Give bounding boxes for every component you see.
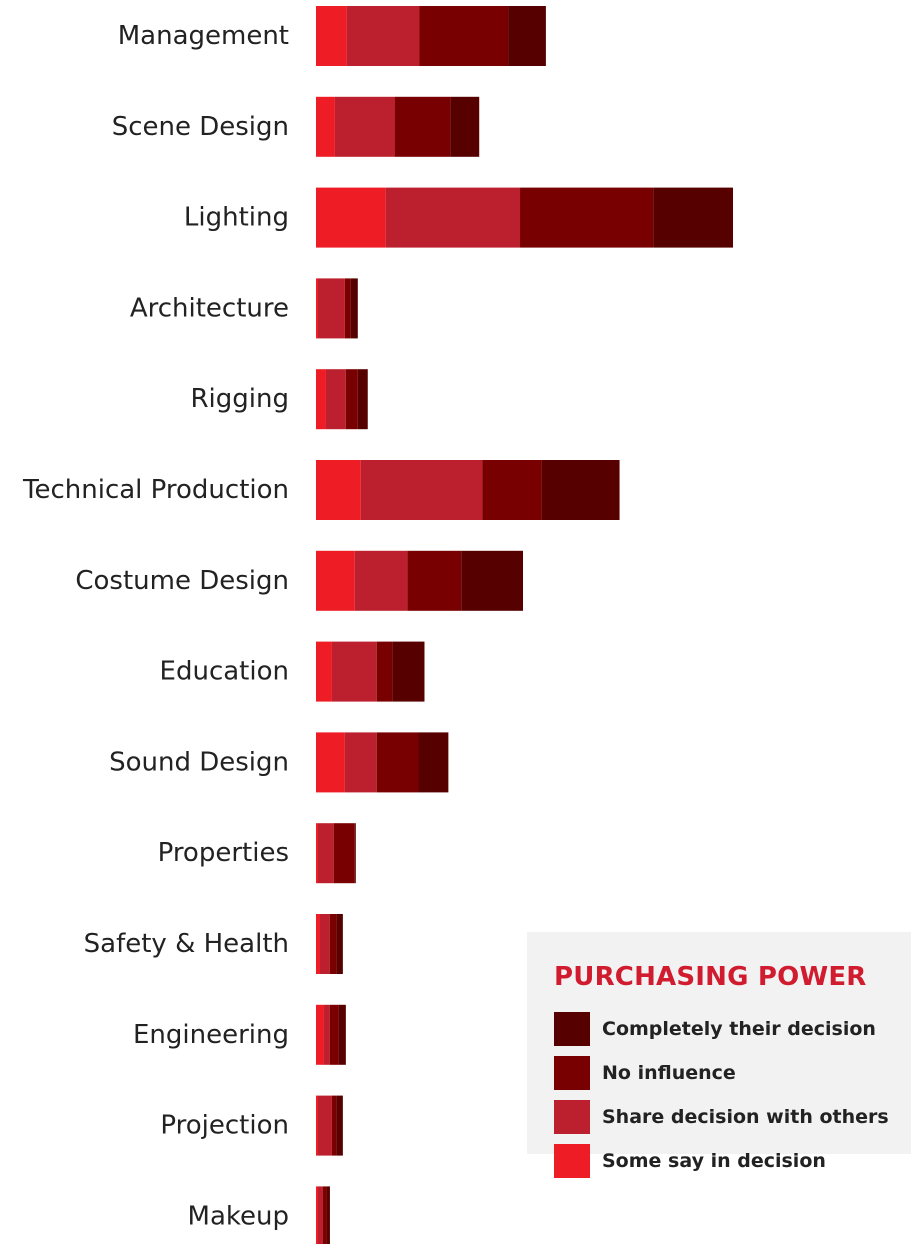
bar-technical-production-completely-their-decision xyxy=(541,460,620,520)
bar-management-share-decision-with-others xyxy=(346,6,420,66)
bar-sound-design-some-say-in-decision xyxy=(316,732,345,793)
bar-scene-design-completely-their-decision xyxy=(450,96,480,157)
bar-lighting-share-decision-with-others xyxy=(385,187,521,248)
category-label-management: Management xyxy=(118,21,289,51)
bar-engineering-completely-their-decision xyxy=(338,1004,346,1065)
legend-label: Some say in decision xyxy=(602,1150,826,1172)
bar-architecture-some-say-in-decision xyxy=(316,278,318,339)
bar-scene-design-share-decision-with-others xyxy=(334,96,395,157)
bar-safety-and-health-some-say-in-decision xyxy=(316,914,320,974)
bar-lighting-no-influence xyxy=(520,187,654,248)
bar-costume-design-completely-their-decision xyxy=(461,550,523,611)
bar-scene-design-no-influence xyxy=(394,96,451,157)
bar-education-share-decision-with-others xyxy=(331,641,377,702)
bar-segments xyxy=(316,6,734,1244)
bar-architecture-share-decision-with-others xyxy=(317,278,345,339)
bar-properties-no-influence xyxy=(333,823,355,884)
category-label-rigging: Rigging xyxy=(190,384,289,414)
bar-education-completely-their-decision xyxy=(392,641,425,702)
bar-safety-and-health-completely-their-decision xyxy=(336,914,343,974)
legend-swatch xyxy=(554,1144,590,1178)
legend-label: Completely their decision xyxy=(602,1018,876,1040)
bar-makeup-no-influence xyxy=(322,1186,327,1244)
bar-properties-some-say-in-decision xyxy=(316,823,318,884)
legend-item-share-decision-with-others: Share decision with others xyxy=(554,1100,911,1134)
bar-properties-completely-their-decision xyxy=(354,823,356,884)
bar-rigging-share-decision-with-others xyxy=(325,369,346,430)
bar-safety-and-health-no-influence xyxy=(329,914,337,974)
bar-projection-completely-their-decision xyxy=(336,1095,343,1156)
bar-makeup-some-say-in-decision xyxy=(316,1186,318,1244)
bar-engineering-no-influence xyxy=(329,1004,339,1065)
bar-projection-share-decision-with-others xyxy=(317,1095,332,1156)
category-label-sound-design: Sound Design xyxy=(109,747,289,777)
legend-swatch xyxy=(554,1012,590,1046)
bar-properties-share-decision-with-others xyxy=(317,823,334,884)
bar-education-no-influence xyxy=(376,641,393,702)
bar-sound-design-completely-their-decision xyxy=(418,732,449,793)
bar-projection-some-say-in-decision xyxy=(316,1095,318,1156)
category-label-costume-design: Costume Design xyxy=(75,566,289,596)
legend-item-completely-their-decision: Completely their decision xyxy=(554,1012,911,1046)
bar-lighting-completely-their-decision xyxy=(653,187,734,248)
category-label-properties: Properties xyxy=(158,838,289,868)
legend-item-no-influence: No influence xyxy=(554,1056,911,1090)
bar-safety-and-health-share-decision-with-others xyxy=(319,914,330,974)
category-label-makeup: Makeup xyxy=(188,1201,289,1231)
category-label-scene-design: Scene Design xyxy=(112,112,289,142)
legend-label: No influence xyxy=(602,1062,736,1084)
bar-architecture-completely-their-decision xyxy=(350,278,358,339)
category-label-engineering: Engineering xyxy=(133,1020,289,1050)
category-labels: Management Scene Design Lighting Architectu… xyxy=(22,21,289,1231)
bar-costume-design-no-influence xyxy=(407,550,462,611)
bar-costume-design-some-say-in-decision xyxy=(316,550,355,611)
bar-makeup-share-decision-with-others xyxy=(317,1186,323,1244)
legend-swatch xyxy=(554,1056,590,1090)
category-label-projection: Projection xyxy=(160,1111,289,1141)
bar-technical-production-some-say-in-decision xyxy=(316,460,361,520)
bar-management-some-say-in-decision xyxy=(316,6,347,66)
bar-lighting-some-say-in-decision xyxy=(316,187,386,248)
legend-label: Share decision with others xyxy=(602,1106,889,1128)
bar-rigging-completely-their-decision xyxy=(357,369,368,430)
bar-projection-no-influence xyxy=(331,1095,337,1156)
bar-rigging-no-influence xyxy=(345,369,358,430)
category-label-safety-and-health: Safety & Health xyxy=(84,929,289,959)
legend-item-some-say-in-decision: Some say in decision xyxy=(554,1144,911,1178)
bar-education-some-say-in-decision xyxy=(316,641,332,702)
legend-title: PURCHASING POWER xyxy=(554,962,867,992)
bar-scene-design-some-say-in-decision xyxy=(316,96,335,157)
bar-rigging-some-say-in-decision xyxy=(316,369,326,430)
bar-sound-design-share-decision-with-others xyxy=(344,732,377,793)
category-label-education: Education xyxy=(160,657,289,687)
category-label-architecture: Architecture xyxy=(130,293,289,323)
bar-sound-design-no-influence xyxy=(376,732,419,793)
category-label-technical-production: Technical Production xyxy=(22,475,289,505)
bar-makeup-completely-their-decision xyxy=(326,1186,330,1244)
bar-engineering-some-say-in-decision xyxy=(316,1004,324,1065)
bar-technical-production-no-influence xyxy=(482,460,542,520)
category-label-lighting: Lighting xyxy=(184,203,289,233)
bar-costume-design-share-decision-with-others xyxy=(354,550,408,611)
bar-engineering-share-decision-with-others xyxy=(323,1004,330,1065)
bar-technical-production-share-decision-with-others xyxy=(360,460,483,520)
bar-architecture-no-influence xyxy=(344,278,351,339)
bar-management-no-influence xyxy=(419,6,509,66)
legend: PURCHASING POWER Completely their decisi… xyxy=(527,932,911,1178)
bar-management-completely-their-decision xyxy=(508,6,546,66)
legend-swatch xyxy=(554,1100,590,1134)
